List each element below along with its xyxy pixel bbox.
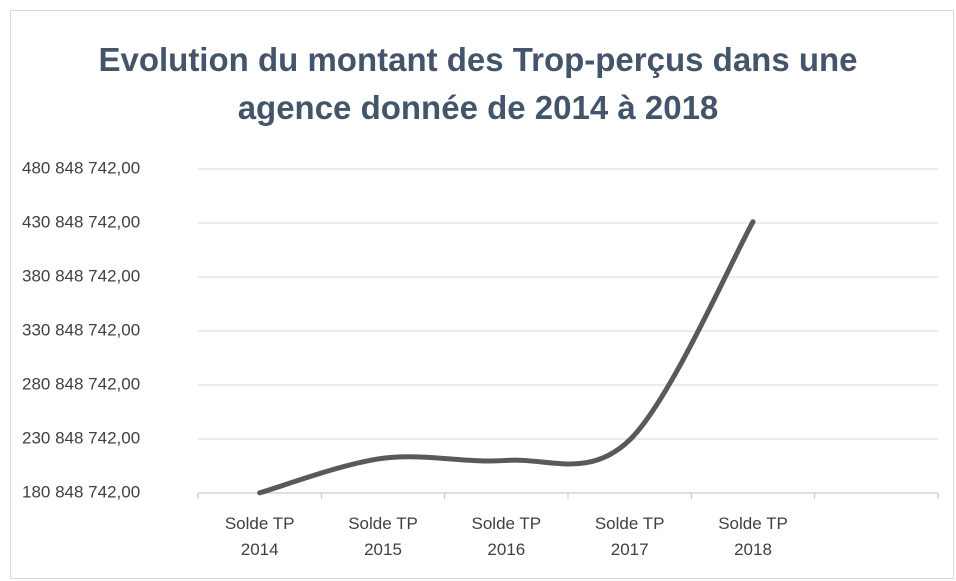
chart-border: [10, 10, 954, 579]
y-tick-label: 180 848 742,00: [22, 482, 140, 501]
x-tick-label: Solde TP 2016: [471, 514, 542, 559]
y-tick-label: 480 848 742,00: [22, 158, 140, 177]
x-tick-label: Solde TP 2015: [348, 514, 418, 559]
y-tick-label: 380 848 742,00: [22, 266, 140, 285]
y-tick-label: 430 848 742,00: [22, 212, 140, 231]
x-tick-label: Solde TP 2014: [224, 514, 295, 559]
chart-title: Evolution du montant des Trop-perçus dan…: [98, 41, 858, 126]
y-tick-label: 330 848 742,00: [22, 320, 140, 339]
x-tick-label: Solde TP 2018: [718, 514, 788, 559]
line-series: [257, 219, 756, 496]
y-tick-label: 280 848 742,00: [22, 374, 140, 393]
x-tick-label: Solde TP 2017: [594, 514, 665, 559]
y-tick-label: 230 848 742,00: [22, 428, 140, 447]
